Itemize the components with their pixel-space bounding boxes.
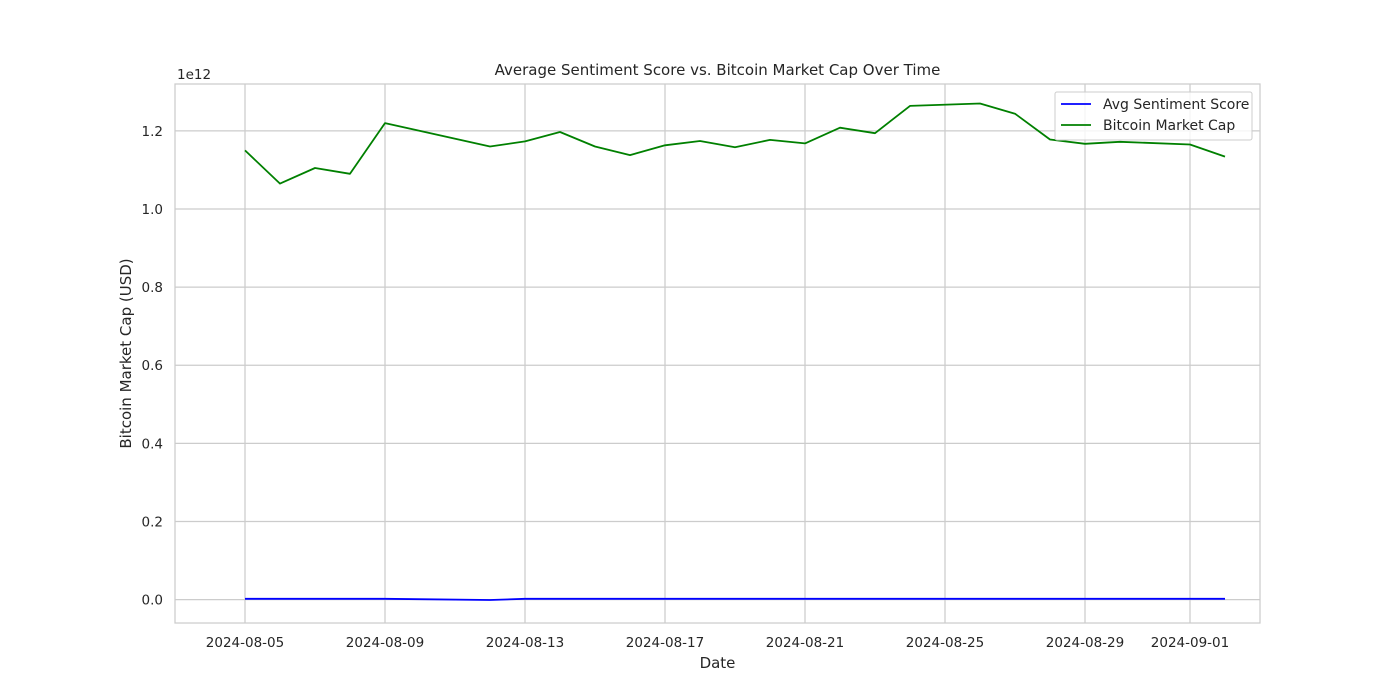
x-tick-label: 2024-08-29 <box>1046 635 1124 651</box>
series-line <box>244 102 1226 185</box>
y-tick-label: 0.6 <box>142 358 163 374</box>
y-tick-label: 0.0 <box>142 593 163 609</box>
chart-title: Average Sentiment Score vs. Bitcoin Mark… <box>495 61 941 79</box>
grid-layer <box>175 84 1260 623</box>
legend-items: Avg Sentiment Score Bitcoin Market Cap <box>1061 97 1249 134</box>
x-tick-label: 2024-08-13 <box>486 635 564 651</box>
y-tick-label: 1.2 <box>142 124 163 140</box>
legend-box <box>1054 91 1253 141</box>
series-layer <box>244 102 1226 601</box>
legend-label: Bitcoin Market Cap <box>1103 118 1235 134</box>
x-tick-labels: 2024-08-05 2024-08-09 2024-08-13 2024-08-17… <box>206 635 1229 651</box>
y-tick-label: 0.4 <box>142 436 163 452</box>
plot-frame <box>174 83 1261 624</box>
legend-label: Avg Sentiment Score <box>1103 97 1249 113</box>
x-tick-label: 2024-08-25 <box>906 635 984 651</box>
y-axis-label: Bitcoin Market Cap (USD) <box>117 258 135 448</box>
x-tick-label: 2024-08-21 <box>766 635 844 651</box>
y-tick-label: 1.0 <box>142 202 163 218</box>
legend: Avg Sentiment Score Bitcoin Market Cap <box>1054 91 1253 141</box>
x-tick-label: 2024-08-09 <box>346 635 424 651</box>
x-tick-label: 2024-08-05 <box>206 635 284 651</box>
y-offset-text: 1e12 <box>177 67 211 83</box>
y-tick-labels: 0.0 0.2 0.4 0.6 0.8 1.0 1.2 <box>142 124 163 609</box>
x-axis-label: Date <box>700 654 736 672</box>
x-tick-label: 2024-08-17 <box>626 635 704 651</box>
x-tick-label: 2024-09-01 <box>1151 635 1229 651</box>
y-tick-label: 0.8 <box>142 280 163 296</box>
series-line <box>245 597 1225 601</box>
y-tick-label: 0.2 <box>142 514 163 530</box>
